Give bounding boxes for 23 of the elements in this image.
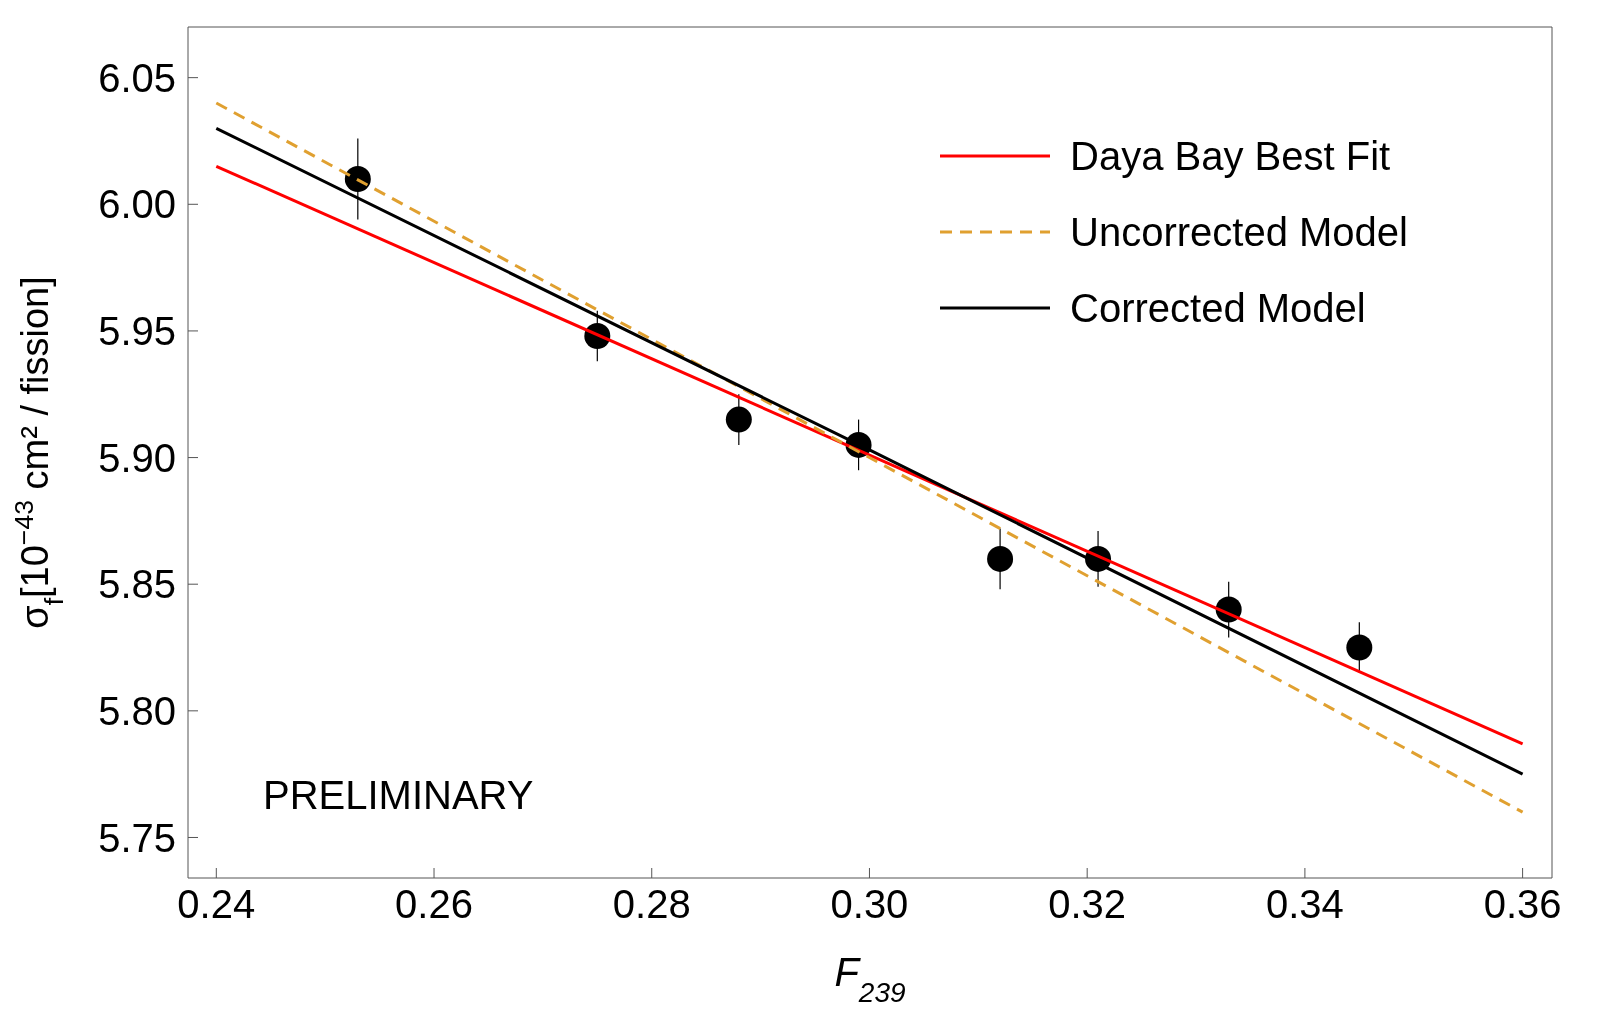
legend-label: Daya Bay Best Fit [1070,133,1391,179]
y-tick-label: 5.95 [98,309,176,354]
point [1346,634,1373,661]
y-tick-label: 6.00 [98,182,176,227]
legend-label: Corrected Model [1070,285,1366,331]
x-tick-label: 0.34 [1265,882,1344,927]
y-tick-label: 5.85 [98,562,176,607]
annotation: PRELIMINARY [263,773,534,818]
y-tick-label: 5.75 [98,815,176,860]
x-tick-label: 0.24 [177,882,256,927]
legend-label: Uncorrected Model [1070,209,1408,255]
x-axis-title: F$_{239}$ [834,950,906,1008]
x-tick-label: 0.28 [612,882,691,927]
point [344,165,371,192]
point [725,406,752,433]
y-tick-label: 5.80 [98,689,176,734]
y-tick-label: 6.05 [98,55,176,100]
point [987,545,1014,572]
y-tick-label: 5.90 [98,435,176,480]
x-tick-label: 0.36 [1483,882,1562,927]
x-tick-label: 0.26 [395,882,473,927]
x-tick-label: 0.30 [830,882,909,927]
x-tick-label: 0.32 [1048,882,1127,927]
